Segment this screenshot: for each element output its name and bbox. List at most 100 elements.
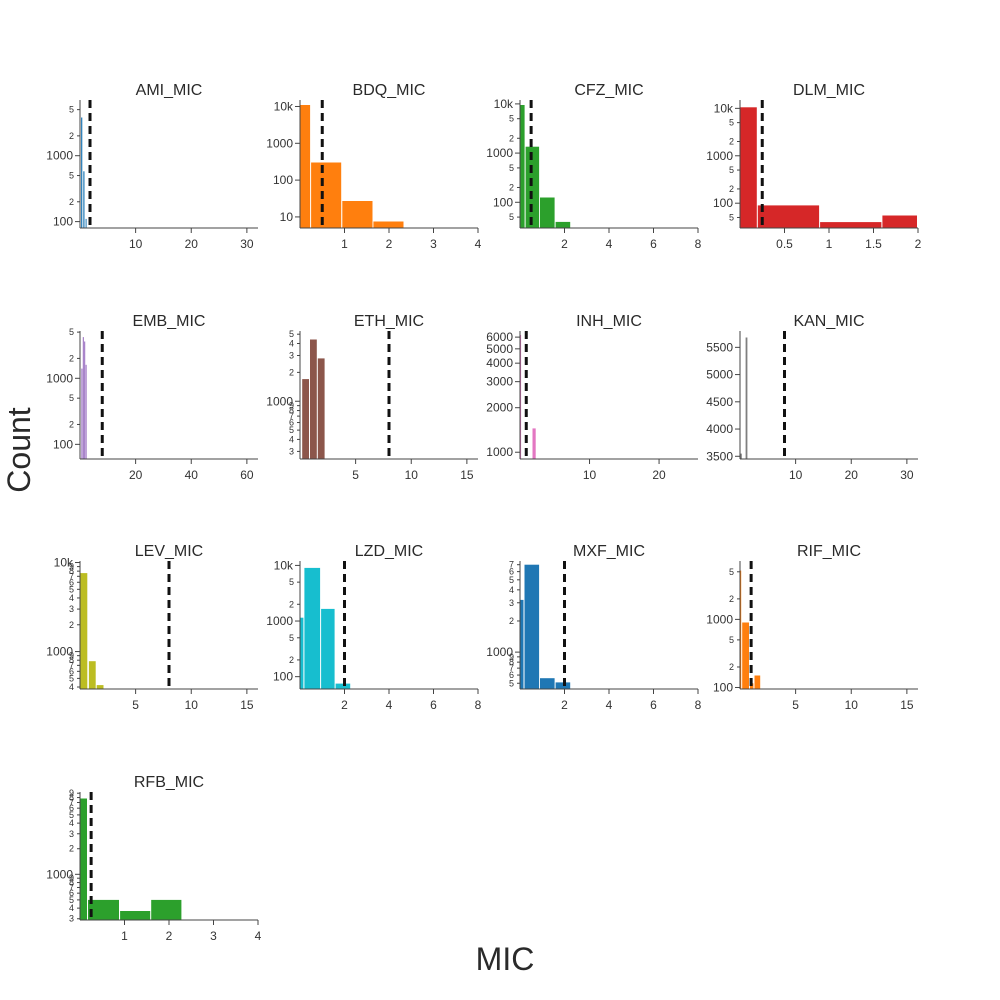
emb-mic-title: EMB_MIC: [133, 313, 206, 330]
lev-mic-ytick-label: 1000: [46, 645, 73, 659]
cfz-mic-xtick-label: 4: [606, 237, 613, 251]
dlm-mic-ytick-label: 5: [729, 118, 734, 128]
rif-mic-bar-3: [754, 675, 761, 689]
rif-mic-ytick-label: 100: [713, 680, 733, 694]
ami-mic-ytick-label: 5: [69, 105, 74, 115]
panel-dlm-mic: DLM_MIC 0.5 1 1.5 2 5 100 2 5 1000 2 5 10k: [706, 82, 921, 251]
rfb-mic-ytick-label: 7: [69, 882, 74, 892]
lev-mic-xtick-label: 15: [240, 698, 254, 712]
rfb-mic-ytick-label: 1000: [46, 867, 73, 881]
mxf-mic-ytick-label: 6: [509, 670, 514, 680]
eth-mic-xtick-label: 10: [405, 468, 419, 482]
eth-mic-ytick-label: 8: [289, 406, 294, 416]
rif-mic-ytick-label: 2: [729, 594, 734, 604]
rfb-mic-title: RFB_MIC: [134, 774, 204, 791]
emb-mic-ytick-label: 2: [69, 419, 74, 429]
eth-mic-bar-2: [317, 358, 325, 459]
eth-mic-xtick-label: 5: [352, 468, 359, 482]
panel-bdq-mic: BDQ_MIC 1 2 3 4 10 100 1000 10k: [266, 82, 481, 251]
dlm-mic-xtick-label: 1: [826, 237, 833, 251]
mxf-mic-xtick-label: 4: [606, 698, 613, 712]
cfz-mic-ytick-label: 10k: [494, 97, 514, 111]
kan-mic-bar-0: [740, 453, 742, 459]
bdq-mic-ytick-label: 10: [280, 210, 294, 224]
lev-mic-ytick-label: 6: [69, 577, 74, 587]
bdq-mic-bar-1: [311, 162, 342, 228]
lzd-mic-ytick-label: 2: [289, 599, 294, 609]
rif-mic-ytick-label: 5: [729, 567, 734, 577]
ami-mic-ytick-label: 2: [69, 197, 74, 207]
eth-mic-ytick-label: 6: [289, 418, 294, 428]
cfz-mic-ytick-label: 100: [493, 195, 513, 209]
bdq-mic-xtick-label: 3: [430, 237, 437, 251]
rif-mic-bar-2: [750, 683, 754, 689]
panel-kan-mic: KAN_MIC 10 20 30 3500 4000 4500 5000 5500: [706, 313, 918, 482]
rfb-mic-bar-2: [120, 911, 151, 920]
inh-mic-ytick-label: 5000: [486, 342, 513, 356]
rif-mic-xtick-label: 15: [900, 698, 914, 712]
cfz-mic-ytick-label: 5: [509, 212, 514, 222]
kan-mic-ytick-label: 3500: [706, 449, 733, 463]
eth-mic-ytick-label: 2: [289, 367, 294, 377]
dlm-mic-ytick-label: 5: [729, 165, 734, 175]
dlm-mic-ytick-label: 2: [729, 184, 734, 194]
bdq-mic-bar-3: [373, 221, 404, 228]
dlm-mic-bar-3: [882, 215, 917, 228]
eth-mic-ytick-label: 3: [289, 350, 294, 360]
bdq-mic-xtick-label: 1: [341, 237, 348, 251]
rfb-mic-ytick-label: 8: [69, 878, 74, 888]
mxf-mic-ytick-label: 3: [509, 598, 514, 608]
lev-mic-ytick-label: 5: [69, 584, 74, 594]
emb-mic-xtick-label: 40: [185, 468, 199, 482]
lev-mic-ytick-label: 7: [69, 571, 74, 581]
ami-mic-ytick-label: 1000: [46, 149, 73, 163]
rfb-mic-bar-3: [151, 899, 182, 920]
rfb-mic-bar-1: [88, 899, 119, 920]
rfb-mic-ytick-label: 9: [69, 873, 74, 883]
rfb-mic-xtick-label: 1: [121, 929, 128, 943]
ami-mic-xtick-label: 30: [240, 237, 254, 251]
eth-mic-ytick-label: 5: [289, 425, 294, 435]
emb-mic-ytick-label: 5: [69, 393, 74, 403]
kan-mic-xtick-label: 10: [789, 468, 803, 482]
ami-mic-title: AMI_MIC: [136, 82, 203, 99]
mxf-mic-ytick-label: 7: [509, 663, 514, 673]
lev-mic-ytick-label: 2: [69, 620, 74, 630]
lev-mic-bar-1: [88, 661, 96, 689]
eth-mic-title: ETH_MIC: [354, 313, 424, 330]
emb-mic-xtick-label: 60: [240, 468, 254, 482]
eth-mic-ytick-label: 9: [289, 401, 294, 411]
cfz-mic-bar-2: [540, 197, 555, 228]
panel-cfz-mic: CFZ_MIC 2 4 6 8 5 100 2 5 1000 2 5 10k: [486, 82, 701, 251]
lev-mic-title: LEV_MIC: [135, 543, 203, 560]
lzd-mic-ytick-label: 5: [289, 633, 294, 643]
emb-mic-bar-0: [81, 368, 83, 459]
lev-mic-ytick-label: 6: [69, 666, 74, 676]
global-x-label: MIC: [476, 941, 535, 977]
eth-mic-bar-0: [302, 379, 309, 459]
kan-mic-xtick-label: 20: [845, 468, 859, 482]
mxf-mic-ytick-label: 8: [509, 657, 514, 667]
bdq-mic-xtick-label: 4: [475, 237, 482, 251]
emb-mic-ytick-label: 1000: [46, 371, 73, 385]
emb-mic-ytick-label: 5: [69, 327, 74, 337]
eth-mic-ytick-label: 3: [289, 446, 294, 456]
cfz-mic-bar-0: [520, 105, 525, 228]
bdq-mic-xtick-label: 2: [386, 237, 393, 251]
lzd-mic-ytick-label: 100: [273, 670, 293, 684]
cfz-mic-xtick-label: 8: [695, 237, 702, 251]
panel-ami-mic: AMI_MIC 10 20 30 100 2 5 1000 2 5: [46, 82, 258, 251]
lzd-mic-ytick-label: 5: [289, 577, 294, 587]
cfz-mic-title: CFZ_MIC: [574, 82, 643, 99]
emb-mic-xtick-label: 20: [129, 468, 143, 482]
mxf-mic-bar-3: [555, 682, 571, 689]
rfb-mic-xtick-label: 2: [166, 929, 173, 943]
panel-rif-mic: RIF_MIC 5 10 15 100 2 5 1000 2 5: [706, 543, 918, 712]
rfb-mic-ytick-label: 7: [69, 797, 74, 807]
lev-mic-ytick-label: 9: [69, 562, 74, 572]
eth-mic-ytick-label: 4: [289, 434, 294, 444]
ami-mic-ytick-label: 5: [69, 171, 74, 181]
